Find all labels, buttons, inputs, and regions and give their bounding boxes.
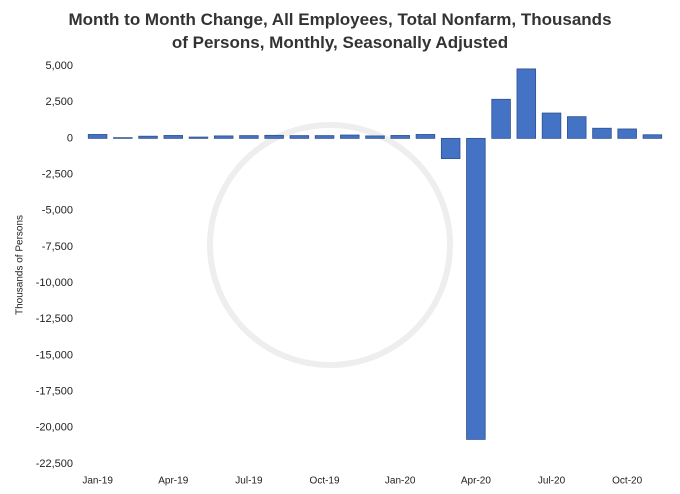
bar — [239, 135, 259, 139]
x-tick-label: Oct-20 — [612, 476, 642, 487]
y-tick-label: -2,500 — [42, 168, 73, 180]
y-tick-label: -5,000 — [42, 205, 73, 217]
y-tick-label: -12,500 — [36, 313, 73, 325]
x-tick-label: Jan-19 — [82, 476, 113, 487]
bar — [340, 134, 360, 139]
bar — [188, 136, 209, 139]
watermark — [207, 122, 453, 368]
y-tick-label: 0 — [67, 132, 73, 144]
y-tick-label: -17,500 — [36, 386, 73, 398]
chart-title: Month to Month Change, All Employees, To… — [68, 10, 612, 52]
bar — [390, 135, 410, 139]
x-tick-label: Jul-20 — [538, 476, 566, 487]
y-axis-label: Thousands of Persons — [15, 215, 26, 315]
bar — [365, 135, 385, 139]
bar — [642, 134, 663, 139]
x-tick-label: Jul-19 — [235, 476, 263, 487]
bar — [289, 135, 310, 139]
bar — [592, 127, 612, 139]
bar — [138, 135, 158, 139]
y-tick-label: -22,500 — [36, 458, 73, 470]
y-tick-label: 2,500 — [45, 96, 73, 108]
bar — [87, 134, 108, 139]
bar — [440, 137, 461, 160]
bar — [617, 128, 637, 139]
y-tick-label: -20,000 — [36, 422, 73, 434]
bar — [567, 116, 587, 139]
bar — [466, 137, 486, 440]
x-tick-label: Oct-19 — [310, 476, 340, 487]
bar — [491, 98, 511, 139]
y-tick-label: -10,000 — [36, 277, 73, 289]
bar — [314, 135, 335, 139]
bar — [213, 135, 234, 139]
x-tick-label: Apr-19 — [158, 476, 188, 487]
bar — [264, 134, 284, 139]
bar — [113, 137, 133, 139]
y-tick-label: -15,000 — [36, 349, 73, 361]
bar — [415, 134, 436, 139]
bar — [163, 135, 183, 139]
y-tick-label: 5,000 — [45, 60, 73, 72]
x-tick-label: Apr-20 — [461, 476, 491, 487]
bar — [516, 68, 537, 139]
x-tick-label: Jan-20 — [385, 476, 416, 487]
y-tick-label: -7,500 — [42, 241, 73, 253]
bar — [541, 112, 562, 139]
